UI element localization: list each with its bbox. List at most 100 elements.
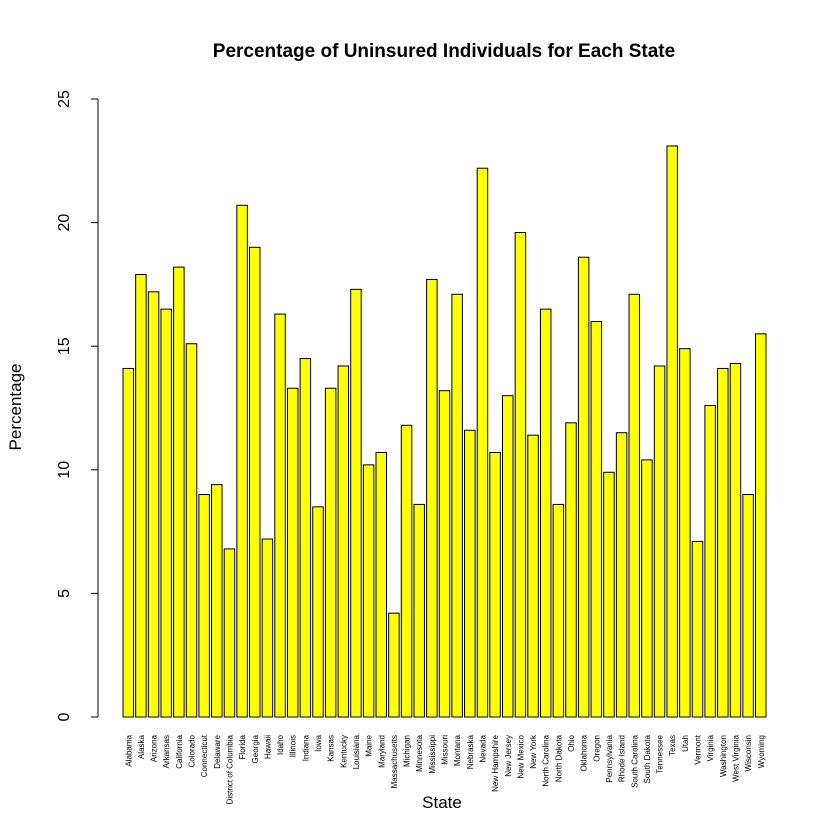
- x-tick-label: South Dakota: [643, 734, 652, 783]
- bar: [704, 405, 716, 718]
- x-tick-label: Washington: [719, 735, 728, 777]
- bar: [135, 274, 147, 718]
- chart-title: Percentage of Uninsured Individuals for …: [213, 41, 675, 62]
- x-tick-label: Texas: [668, 735, 677, 756]
- y-tick-label: 15: [56, 337, 73, 355]
- bar: [565, 422, 577, 718]
- bar: [489, 451, 501, 718]
- bar: [274, 313, 286, 718]
- x-tick-label: Arkansas: [162, 735, 171, 768]
- x-tick-label: Connecticut: [200, 734, 209, 777]
- x-tick-label: District of Columbia: [225, 734, 234, 804]
- x-tick-label: New Mexico: [516, 734, 525, 778]
- x-tick-label: Utah: [681, 735, 690, 752]
- bar: [603, 471, 615, 718]
- x-tick-label: Massachusetts: [390, 735, 399, 788]
- bar: [590, 320, 603, 718]
- bar: [502, 395, 514, 718]
- bar: [717, 367, 729, 718]
- x-tick-label: Michigan: [403, 735, 412, 767]
- x-tick-label: Maine: [365, 734, 374, 756]
- y-tick-label: 10: [56, 461, 73, 479]
- x-tick-label: Pennsylvania: [605, 734, 614, 782]
- x-tick-label: Alaska: [137, 734, 146, 759]
- bar: [451, 293, 463, 718]
- x-tick-label: Louisiana: [352, 734, 361, 769]
- x-tick-label: New Jersey: [504, 735, 513, 777]
- x-tick-label: South Carolina: [630, 734, 639, 787]
- x-tick-label: Vermont: [694, 734, 703, 765]
- bar: [350, 288, 362, 718]
- bar: [299, 358, 312, 718]
- x-tick-label: Rhode Island: [618, 735, 627, 782]
- x-tick-label: California: [175, 734, 184, 768]
- x-tick-label: Hawaii: [263, 735, 272, 759]
- bar: [464, 429, 476, 718]
- bar: [413, 503, 425, 718]
- bar: [388, 612, 400, 718]
- bar: [185, 343, 198, 718]
- x-tick-label: Wyoming: [757, 735, 766, 768]
- x-tick-label: Idaho: [276, 734, 285, 755]
- x-tick-label: Indiana: [301, 734, 310, 761]
- bar: [211, 484, 223, 718]
- x-tick-label: West Virginia: [731, 734, 740, 781]
- bar: [286, 387, 299, 718]
- x-tick-label: Ohio: [567, 734, 576, 751]
- bar: [742, 494, 754, 718]
- x-tick-label: Tennessee: [656, 734, 665, 773]
- bar: [679, 348, 691, 718]
- x-tick-label: Kentucky: [339, 735, 348, 768]
- y-tick-label: 0: [56, 712, 73, 721]
- x-tick-label: Alabama: [124, 734, 133, 766]
- x-tick-label: Wisconsin: [744, 735, 753, 771]
- bar: [476, 167, 489, 718]
- bar: [375, 451, 387, 718]
- x-tick-label: Mississippi: [428, 735, 437, 774]
- bar: [147, 291, 160, 718]
- bar: [577, 256, 590, 718]
- x-tick-label: Nebraska: [466, 734, 475, 769]
- x-tick-label: Virginia: [706, 734, 715, 761]
- x-tick-label: Delaware: [213, 734, 222, 768]
- bar: [173, 266, 185, 718]
- x-tick-label: Arizona: [150, 734, 159, 762]
- y-axis-label: Percentage: [6, 364, 25, 451]
- bar: [514, 231, 527, 718]
- bar: [261, 538, 274, 718]
- bar: [337, 365, 350, 718]
- bar: [539, 308, 552, 718]
- x-tick-label: Colorado: [188, 734, 197, 767]
- x-tick-label: Missouri: [441, 735, 450, 765]
- bar: [729, 363, 742, 718]
- bar: [527, 434, 539, 718]
- bar: [641, 459, 653, 718]
- x-tick-label: New York: [529, 734, 538, 769]
- bar: [362, 464, 375, 718]
- bar: [223, 548, 236, 718]
- y-axis: 0 5 10 15 20 25: [56, 90, 99, 721]
- x-tick-label: North Carolina: [542, 734, 551, 786]
- x-tick-label: Maryland: [377, 735, 386, 768]
- bar: [628, 293, 640, 718]
- bar: [122, 367, 134, 718]
- x-tick-label: Minnesota: [415, 734, 424, 771]
- bar: [160, 308, 172, 718]
- x-tick-label: Oklahoma: [580, 734, 589, 771]
- bar: [755, 333, 767, 718]
- bar: [691, 540, 704, 718]
- x-tick-label: Florida: [238, 734, 247, 759]
- x-tick-label: Nevada: [478, 734, 487, 762]
- bars-group: [122, 145, 767, 718]
- y-tick-label: 25: [56, 90, 73, 108]
- bar: [438, 390, 451, 718]
- x-tick-label: Kansas: [327, 735, 336, 762]
- bar: [666, 145, 678, 718]
- x-tick-label: Illinois: [289, 735, 298, 757]
- x-tick-label: New Hampshire: [491, 734, 500, 791]
- bar: [198, 494, 210, 718]
- y-tick-label: 5: [56, 589, 73, 598]
- bar: [400, 424, 413, 718]
